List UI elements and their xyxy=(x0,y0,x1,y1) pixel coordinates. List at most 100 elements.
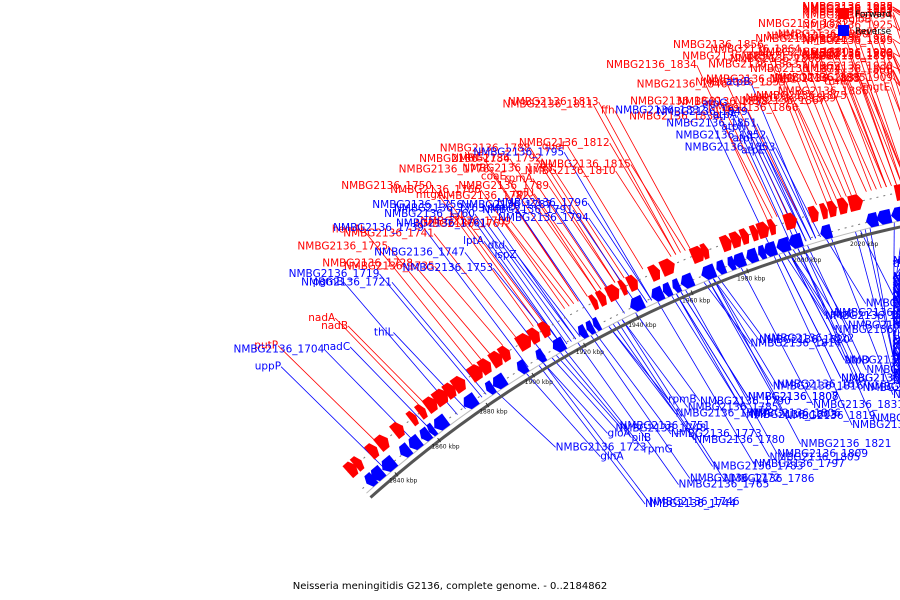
reverse-gene-label: NMBG2136_1953 xyxy=(893,303,900,315)
forward-gene-label-leader xyxy=(856,36,900,165)
reverse-gene xyxy=(364,471,379,487)
reverse-gene xyxy=(701,263,718,281)
forward-gene-label-leader xyxy=(719,116,773,219)
forward-gene xyxy=(748,224,759,242)
forward-gene-label: NMBG2136_1815 xyxy=(540,158,631,170)
reverse-gene-label-leader xyxy=(765,135,817,239)
reverse-gene-label: NMBG2136_1760 xyxy=(384,208,475,220)
reverse-gene xyxy=(746,247,760,264)
reverse-gene xyxy=(434,413,451,431)
forward-gene-label: NMBG2136_1725 xyxy=(297,240,388,252)
reverse-gene-label: NMBG2136_1905 xyxy=(893,283,900,295)
reverse-gene-label: thiL xyxy=(374,326,394,338)
reverse-gene-label: NMBG2136_1849 xyxy=(657,106,748,118)
reverse-gene-label-leader xyxy=(859,230,894,296)
reverse-gene-label-leader xyxy=(572,209,639,308)
tick-label: 1880 kbp xyxy=(479,409,507,416)
reverse-gene-label: NMBG2136_1808 xyxy=(748,391,839,403)
reverse-gene xyxy=(680,272,696,289)
tick-label: 1960 kbp xyxy=(682,297,710,304)
forward-gene xyxy=(476,358,492,376)
reverse-gene xyxy=(876,208,893,225)
reverse-gene-label: NMBG2136_1951 xyxy=(893,367,900,379)
reverse-gene-label: thiC xyxy=(893,288,900,300)
reverse-gene-label: nadC xyxy=(323,341,350,353)
reverse-gene-label: ubiG xyxy=(893,340,900,352)
reverse-gene-label: NMBG2136_1911 xyxy=(893,297,900,309)
reverse-gene-label: thrB xyxy=(893,328,900,340)
reverse-gene-label: rplM xyxy=(893,351,900,363)
forward-gene-label-leader xyxy=(824,100,867,192)
reverse-gene-label: NMBG2136_1819 xyxy=(785,410,876,422)
reverse-gene-label: NMBG2136_1814 xyxy=(750,338,841,350)
forward-gene-label: nadA xyxy=(308,312,336,324)
reverse-gene-label: atpC xyxy=(830,309,855,321)
forward-gene-label-leader xyxy=(443,194,539,325)
reverse-gene xyxy=(552,336,568,353)
forward-gene-label: NMBG2136_1838 xyxy=(629,111,720,123)
forward-gene xyxy=(782,212,798,231)
forward-gene-label-leader xyxy=(431,185,534,327)
reverse-gene-label: NMBG2136_1871 xyxy=(893,375,900,387)
reverse-gene-label-leader xyxy=(756,123,812,240)
reverse-gene-label-leader xyxy=(594,332,672,435)
reverse-gene-label-leader xyxy=(892,280,900,315)
map-caption: Neisseria meningitidis G2136, complete g… xyxy=(293,581,608,592)
reverse-gene-label: NMBG2136_1746 xyxy=(649,496,740,508)
forward-gene-label-leader xyxy=(387,246,482,360)
reverse-gene-label-leader xyxy=(787,250,831,315)
reverse-gene-label: NMBG2136_1920 xyxy=(893,294,900,306)
forward-gene-label: NMBG2136_1869 xyxy=(745,93,836,105)
reverse-gene xyxy=(788,232,804,249)
reverse-gene-label-leader xyxy=(486,223,572,342)
forward-gene-label-leader xyxy=(846,95,887,188)
reverse-gene-label: NMBG2136_1772 xyxy=(690,472,781,484)
forward-gene-label-leader xyxy=(798,64,852,196)
forward-gene-label-leader xyxy=(615,170,672,257)
reverse-gene-label: NMBG2136_1780 xyxy=(694,434,785,446)
reverse-gene-label: NMBG2136_1887 xyxy=(893,273,900,285)
forward-gene-label: NMBG2136_1792 xyxy=(451,153,542,165)
forward-gene xyxy=(525,327,541,345)
forward-gene-label-leader xyxy=(614,110,691,249)
reverse-gene xyxy=(820,223,834,240)
reverse-gene-label-leader xyxy=(855,231,894,374)
reverse-gene-label-leader xyxy=(675,293,770,458)
reverse-gene-label: NMBG2136_1739 xyxy=(333,222,424,234)
forward-gene-label: argJ xyxy=(873,65,893,77)
reverse-gene-label: NMBG2136_1841 xyxy=(835,324,900,336)
tick-mark xyxy=(394,472,399,477)
forward-gene-label: NMBG2136_1896 xyxy=(802,50,893,62)
forward-gene-label: NMBG2136_1784 xyxy=(419,153,510,165)
forward-gene-label: cyaY xyxy=(813,49,838,61)
reverse-gene-label: NMBG2136_1847 xyxy=(848,320,900,332)
reverse-gene-label: NMBG2136_1844 xyxy=(863,382,900,394)
reverse-gene-label: atpD xyxy=(845,354,870,366)
reverse-gene-label: NMBG2136_1961 xyxy=(893,271,900,283)
tick-label: 1940 kbp xyxy=(628,322,656,329)
reverse-gene xyxy=(484,380,498,395)
reverse-gene-label: lptA xyxy=(463,235,485,247)
reverse-gene-label-leader xyxy=(542,362,650,503)
reverse-gene-label: NMBG2136_1907 xyxy=(893,282,900,294)
forward-gene xyxy=(688,245,705,265)
forward-gene xyxy=(487,350,503,369)
forward-gene-label: trmE xyxy=(824,75,849,87)
reverse-gene-label: NMBG2136_1845 xyxy=(872,413,900,425)
tick-mark xyxy=(746,268,749,274)
reverse-gene-label-leader xyxy=(727,103,793,246)
reverse-gene-label: NMBG2136_1854 xyxy=(866,298,900,310)
reverse-gene-label: NMBG2136_1763 xyxy=(394,203,485,215)
reverse-gene-label-leader xyxy=(551,357,616,429)
reverse-gene-label: glnA xyxy=(600,451,624,463)
reverse-gene-label-leader xyxy=(773,255,853,426)
reverse-gene-label: NMBG2136_1753 xyxy=(402,262,493,274)
reverse-gene-label: NMBG2136_1952 xyxy=(893,255,900,267)
reverse-gene-label-leader xyxy=(712,277,778,385)
forward-gene xyxy=(818,202,828,220)
reverse-gene-label: NMBG2136_1833 xyxy=(852,419,900,431)
forward-gene-label: NMBG2136_1883 xyxy=(769,73,860,85)
reverse-gene-label-leader xyxy=(423,227,529,368)
reverse-gene-label-leader xyxy=(612,323,695,441)
reverse-gene-label-leader xyxy=(542,362,608,434)
